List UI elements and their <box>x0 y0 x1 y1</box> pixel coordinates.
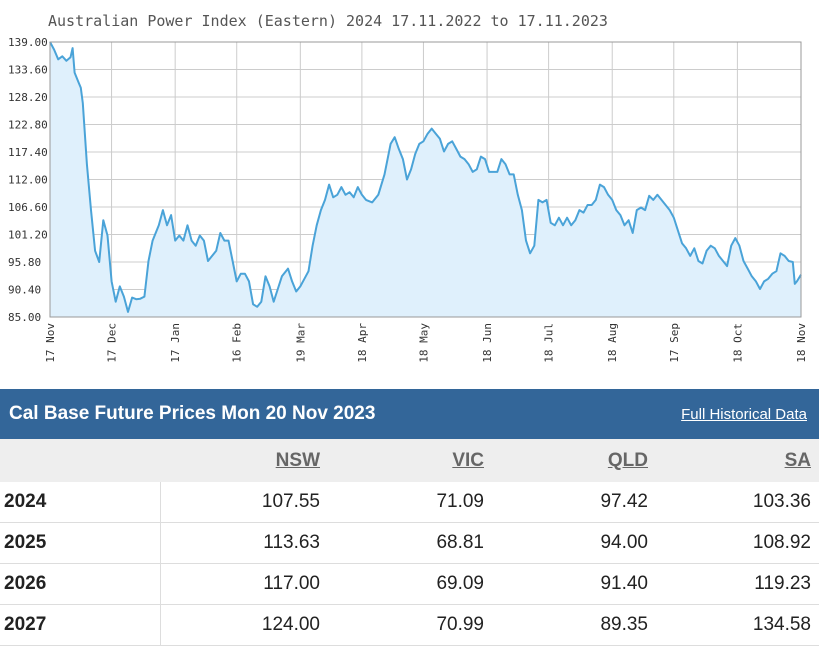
y-tick-label: 128.20 <box>8 91 48 104</box>
x-tick-label: 18 Nov <box>795 323 808 363</box>
index-series-line <box>49 41 802 313</box>
y-axis-labels: 139.00 133.60 128.20 122.80 117.40 112.00 106.… <box>8 36 48 324</box>
x-tick-label: 18 Aug <box>606 323 619 363</box>
cell-nsw: 113.63 <box>160 522 328 564</box>
x-tick-label: 17 Sep <box>668 323 681 363</box>
table-row: 2025 113.63 68.81 94.00 108.92 <box>0 522 819 564</box>
chart-title: Australian Power Index (Eastern) 2024 17… <box>48 12 608 30</box>
x-tick-label: 19 Mar <box>294 323 307 363</box>
y-tick-label: 139.00 <box>8 36 48 49</box>
futures-table: NSW VIC QLD SA 2024 107.55 71.09 97.42 1… <box>0 439 819 646</box>
price-index-chart: Australian Power Index (Eastern) 2024 17… <box>8 12 808 363</box>
column-header-sa: SA <box>656 439 819 482</box>
row-year: 2027 <box>0 604 161 646</box>
cell-vic: 69.09 <box>328 563 492 605</box>
y-tick-label: 112.00 <box>8 174 48 187</box>
futures-section: Cal Base Future Prices Mon 20 Nov 2023 F… <box>0 389 819 646</box>
x-tick-label: 16 Feb <box>231 323 244 363</box>
x-axis-labels: 17 Nov 17 Dec 17 Jan 16 Feb 19 Mar 18 Apr 18 M… <box>44 323 808 363</box>
cell-vic: 70.99 <box>328 604 492 646</box>
futures-header: Cal Base Future Prices Mon 20 Nov 2023 F… <box>0 389 819 439</box>
nsw-sort-link[interactable]: NSW <box>275 449 320 471</box>
cell-nsw: 124.00 <box>160 604 328 646</box>
x-tick-label: 17 Nov <box>44 323 57 363</box>
cell-nsw: 117.00 <box>160 563 328 605</box>
x-tick-label: 18 Jul <box>543 323 556 363</box>
row-year: 2024 <box>0 482 161 523</box>
column-header-nsw: NSW <box>160 439 328 482</box>
cell-sa: 134.58 <box>656 604 819 646</box>
qld-sort-link[interactable]: QLD <box>607 449 648 471</box>
column-header-qld: QLD <box>492 439 656 482</box>
cell-sa: 103.36 <box>656 482 819 523</box>
table-row: 2027 124.00 70.99 89.35 134.58 <box>0 604 819 646</box>
cell-qld: 91.40 <box>492 563 656 605</box>
x-tick-label: 18 Oct <box>731 323 744 363</box>
cell-qld: 94.00 <box>492 522 656 564</box>
cell-nsw: 107.55 <box>160 482 328 523</box>
y-tick-label: 106.60 <box>8 201 48 214</box>
table-header-row: NSW VIC QLD SA <box>0 439 819 482</box>
y-tick-label: 85.00 <box>8 311 41 324</box>
cell-qld: 89.35 <box>492 604 656 646</box>
y-tick-label: 101.20 <box>8 229 48 242</box>
table-row: 2026 117.00 69.09 91.40 119.23 <box>0 563 819 605</box>
x-tick-label: 18 May <box>417 323 430 363</box>
x-tick-label: 17 Jan <box>169 323 182 363</box>
cell-sa: 119.23 <box>656 563 819 605</box>
sa-sort-link[interactable]: SA <box>784 449 811 471</box>
chart-canvas: Australian Power Index (Eastern) 2024 17… <box>8 12 808 363</box>
cell-sa: 108.92 <box>656 522 819 564</box>
cell-vic: 71.09 <box>328 482 492 523</box>
vic-sort-link[interactable]: VIC <box>452 449 484 471</box>
cell-vic: 68.81 <box>328 522 492 564</box>
table-row: 2024 107.55 71.09 97.42 103.36 <box>0 482 819 523</box>
x-tick-label: 17 Dec <box>106 323 119 363</box>
cell-qld: 97.42 <box>492 482 656 523</box>
index-area-fill <box>50 42 801 317</box>
row-year: 2025 <box>0 522 161 564</box>
x-tick-label: 18 Apr <box>356 323 369 363</box>
row-year: 2026 <box>0 563 161 605</box>
plot-frame <box>49 41 802 318</box>
y-tick-label: 95.80 <box>8 256 41 269</box>
futures-title: Cal Base Future Prices Mon 20 Nov 2023 <box>9 403 376 424</box>
full-historical-data-link[interactable]: Full Historical Data <box>681 405 807 423</box>
x-tick-label: 18 Jun <box>481 323 494 363</box>
y-tick-label: 117.40 <box>8 146 48 159</box>
y-tick-label: 133.60 <box>8 64 48 77</box>
y-tick-label: 90.40 <box>8 284 41 297</box>
column-header-vic: VIC <box>328 439 492 482</box>
y-tick-label: 122.80 <box>8 119 48 132</box>
year-column-header <box>0 439 160 482</box>
